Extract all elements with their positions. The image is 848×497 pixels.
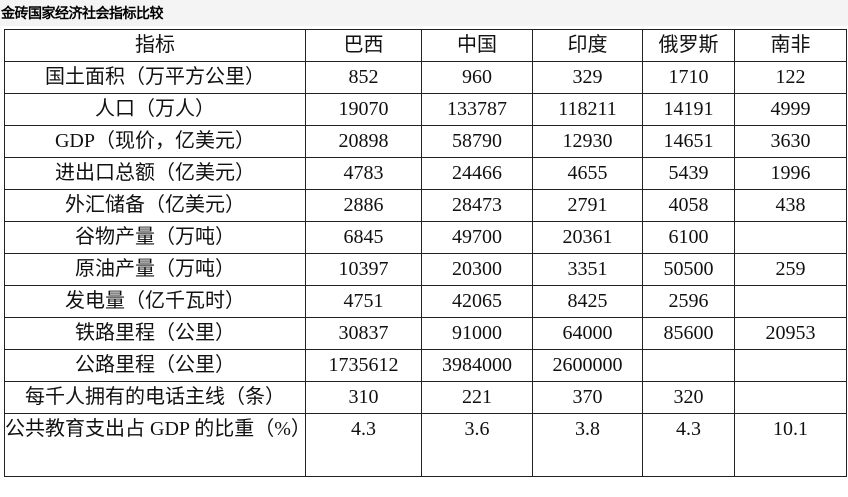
- table-row: 每千人拥有的电话主线（条） 310 221 370 320: [4, 381, 847, 414]
- table-row: 外汇储备（亿美元） 2886 28473 2791 4058 438: [4, 189, 847, 222]
- table-row: 铁路里程（公里） 30837 91000 64000 85600 20953: [4, 317, 847, 350]
- header-cell: 中国: [421, 29, 533, 62]
- row-label-cell: 原油产量（万吨）: [4, 253, 306, 286]
- value-cell: 8425: [532, 285, 643, 318]
- value-cell: 3351: [532, 253, 643, 286]
- value-cell: 14191: [642, 93, 735, 126]
- value-cell: 1710: [642, 61, 735, 94]
- row-label-cell: 进出口总额（亿美元）: [4, 157, 306, 190]
- value-cell: 50500: [642, 253, 735, 286]
- row-label-cell: 人口（万人）: [4, 93, 306, 126]
- value-cell: [642, 349, 735, 382]
- value-cell: 20953: [734, 317, 847, 350]
- value-cell: 2886: [305, 189, 422, 222]
- table-row: 国土面积（万平方公里） 852 960 329 1710 122: [4, 61, 847, 94]
- table-row: 人口（万人） 19070 133787 118211 14191 4999: [4, 93, 847, 126]
- value-cell: 3.8: [532, 413, 643, 477]
- value-cell: 118211: [532, 93, 643, 126]
- value-cell: [734, 381, 847, 414]
- value-cell: 10397: [305, 253, 422, 286]
- value-cell: 4058: [642, 189, 735, 222]
- value-cell: 6100: [642, 221, 735, 254]
- table-row: 公路里程（公里） 1735612 3984000 2600000: [4, 349, 847, 382]
- value-cell: 20361: [532, 221, 643, 254]
- value-cell: 320: [642, 381, 735, 414]
- value-cell: 19070: [305, 93, 422, 126]
- table-row: GDP（现价，亿美元） 20898 58790 12930 14651 3630: [4, 125, 847, 158]
- value-cell: 4.3: [305, 413, 422, 477]
- value-cell: 20300: [421, 253, 533, 286]
- value-cell: 58790: [421, 125, 533, 158]
- value-cell: 5439: [642, 157, 735, 190]
- table-row: 原油产量（万吨） 10397 20300 3351 50500 259: [4, 253, 847, 286]
- row-label-cell: 谷物产量（万吨）: [4, 221, 306, 254]
- row-label-cell: 发电量（亿千瓦时）: [4, 285, 306, 318]
- document-title: 金砖国家经济社会指标比较: [1, 6, 164, 22]
- value-cell: 64000: [532, 317, 643, 350]
- value-cell: [734, 349, 847, 382]
- value-cell: 14651: [642, 125, 735, 158]
- row-label-cell: 公路里程（公里）: [4, 349, 306, 382]
- row-label-cell: 公共教育支出占 GDP 的比重（%）: [4, 413, 306, 477]
- value-cell: 438: [734, 189, 847, 222]
- brics-indicators-table: 指标 巴西 中国 印度 俄罗斯 南非 国土面积（万平方公里） 852 960 329 1…: [4, 29, 847, 477]
- value-cell: 122: [734, 61, 847, 94]
- value-cell: 1996: [734, 157, 847, 190]
- table-row: 谷物产量（万吨） 6845 49700 20361 6100: [4, 221, 847, 254]
- table-row: 公共教育支出占 GDP 的比重（%） 4.3 3.6 3.8 4.3 10.1: [4, 413, 847, 477]
- header-cell: 南非: [734, 29, 847, 62]
- table-row: 进出口总额（亿美元） 4783 24466 4655 5439 1996: [4, 157, 847, 190]
- value-cell: 10.1: [734, 413, 847, 477]
- value-cell: 3630: [734, 125, 847, 158]
- value-cell: 2791: [532, 189, 643, 222]
- row-label-cell: 每千人拥有的电话主线（条）: [4, 381, 306, 414]
- value-cell: 133787: [421, 93, 533, 126]
- value-cell: 310: [305, 381, 422, 414]
- value-cell: 370: [532, 381, 643, 414]
- header-cell: 俄罗斯: [642, 29, 735, 62]
- value-cell: 24466: [421, 157, 533, 190]
- value-cell: 30837: [305, 317, 422, 350]
- value-cell: 3.6: [421, 413, 533, 477]
- title-bar: 金砖国家经济社会指标比较: [0, 0, 848, 26]
- value-cell: 28473: [421, 189, 533, 222]
- value-cell: 2596: [642, 285, 735, 318]
- value-cell: 4.3: [642, 413, 735, 477]
- value-cell: 20898: [305, 125, 422, 158]
- row-label-cell: 国土面积（万平方公里）: [4, 61, 306, 94]
- table-header-row: 指标 巴西 中国 印度 俄罗斯 南非: [4, 29, 847, 62]
- value-cell: [734, 221, 847, 254]
- value-cell: 1735612: [305, 349, 422, 382]
- value-cell: 4655: [532, 157, 643, 190]
- header-cell: 指标: [4, 29, 306, 62]
- value-cell: 960: [421, 61, 533, 94]
- value-cell: 221: [421, 381, 533, 414]
- header-cell: 印度: [532, 29, 643, 62]
- value-cell: 6845: [305, 221, 422, 254]
- row-label-cell: 铁路里程（公里）: [4, 317, 306, 350]
- value-cell: 329: [532, 61, 643, 94]
- value-cell: 91000: [421, 317, 533, 350]
- value-cell: 85600: [642, 317, 735, 350]
- table-row: 发电量（亿千瓦时） 4751 42065 8425 2596: [4, 285, 847, 318]
- value-cell: 2600000: [532, 349, 643, 382]
- value-cell: 4999: [734, 93, 847, 126]
- value-cell: 49700: [421, 221, 533, 254]
- value-cell: [734, 285, 847, 318]
- value-cell: 259: [734, 253, 847, 286]
- row-label-cell: 外汇储备（亿美元）: [4, 189, 306, 222]
- value-cell: 4783: [305, 157, 422, 190]
- row-label-cell: GDP（现价，亿美元）: [4, 125, 306, 158]
- value-cell: 4751: [305, 285, 422, 318]
- value-cell: 852: [305, 61, 422, 94]
- value-cell: 42065: [421, 285, 533, 318]
- header-cell: 巴西: [305, 29, 422, 62]
- value-cell: 12930: [532, 125, 643, 158]
- value-cell: 3984000: [421, 349, 533, 382]
